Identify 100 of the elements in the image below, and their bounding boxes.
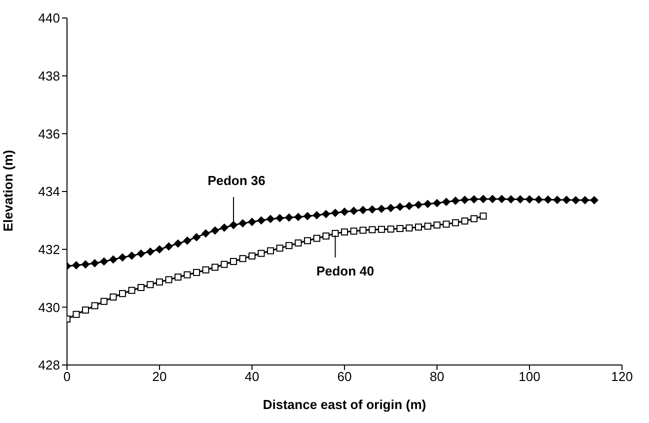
point bbox=[128, 286, 136, 294]
point bbox=[350, 206, 358, 215]
point bbox=[248, 252, 256, 260]
point bbox=[72, 310, 80, 318]
y-tick-label: 440 bbox=[38, 10, 60, 26]
point bbox=[211, 226, 219, 235]
point bbox=[378, 204, 386, 213]
point bbox=[534, 196, 543, 204]
point bbox=[248, 218, 256, 226]
point bbox=[202, 266, 210, 274]
point bbox=[294, 239, 302, 246]
point bbox=[590, 196, 598, 204]
point bbox=[109, 255, 118, 264]
point bbox=[386, 204, 395, 212]
x-tick-label: 0 bbox=[63, 369, 71, 384]
text: Pedon 36 bbox=[208, 173, 266, 188]
point bbox=[312, 211, 321, 220]
point bbox=[406, 224, 413, 232]
point bbox=[507, 195, 515, 204]
y-tick-label: 436 bbox=[38, 126, 60, 142]
point bbox=[544, 196, 552, 204]
x-axis-title: Distance east of origin (m) bbox=[262, 397, 426, 412]
point bbox=[193, 268, 200, 276]
point bbox=[581, 196, 589, 204]
y-tick-label: 430 bbox=[38, 300, 60, 315]
point bbox=[82, 306, 89, 314]
y-tick-label: 432 bbox=[38, 242, 60, 257]
point bbox=[174, 274, 182, 281]
point bbox=[128, 252, 136, 260]
point bbox=[368, 226, 376, 234]
point bbox=[304, 237, 311, 244]
point bbox=[415, 224, 422, 231]
point bbox=[276, 244, 284, 252]
point bbox=[91, 302, 98, 310]
point bbox=[516, 195, 524, 204]
point bbox=[424, 200, 432, 208]
point bbox=[184, 271, 191, 278]
point bbox=[433, 199, 441, 208]
point bbox=[220, 260, 228, 268]
point bbox=[360, 226, 366, 234]
point bbox=[322, 210, 330, 218]
y-tick-label: 428 bbox=[38, 358, 60, 373]
point bbox=[461, 217, 468, 224]
x-tick-label: 120 bbox=[611, 369, 633, 384]
point bbox=[378, 226, 385, 233]
point bbox=[341, 228, 348, 236]
point bbox=[304, 212, 312, 220]
point bbox=[331, 208, 340, 217]
point bbox=[479, 195, 488, 204]
point bbox=[359, 206, 367, 214]
point bbox=[238, 219, 247, 228]
point bbox=[434, 222, 440, 229]
point bbox=[470, 195, 478, 204]
point bbox=[118, 253, 126, 262]
point bbox=[165, 276, 172, 284]
point bbox=[146, 248, 154, 256]
point bbox=[452, 219, 459, 226]
point bbox=[396, 202, 404, 211]
legend-label: Pedon 40 bbox=[316, 263, 374, 278]
y-tick-label: 434 bbox=[38, 184, 60, 200]
point bbox=[313, 234, 320, 242]
point bbox=[156, 245, 164, 254]
point bbox=[156, 278, 163, 286]
point bbox=[164, 242, 173, 250]
point bbox=[230, 221, 238, 230]
point bbox=[202, 229, 210, 238]
point bbox=[257, 216, 266, 224]
point bbox=[266, 214, 274, 223]
x-tick-label: 100 bbox=[518, 369, 540, 384]
point bbox=[276, 214, 284, 222]
x-tick-label: 80 bbox=[430, 369, 444, 384]
point bbox=[405, 202, 414, 210]
point bbox=[138, 284, 144, 292]
point bbox=[322, 232, 330, 240]
point bbox=[192, 233, 200, 242]
point bbox=[424, 222, 432, 230]
point bbox=[230, 258, 237, 265]
x-tick-label: 60 bbox=[337, 369, 352, 384]
point bbox=[82, 260, 90, 268]
point bbox=[258, 250, 265, 257]
point bbox=[286, 242, 292, 250]
point bbox=[110, 294, 117, 301]
point bbox=[470, 215, 478, 222]
point bbox=[90, 259, 99, 268]
y-tick-label: 438 bbox=[38, 68, 60, 84]
point bbox=[488, 195, 496, 204]
point bbox=[72, 261, 80, 270]
point bbox=[387, 226, 394, 233]
point bbox=[294, 212, 302, 221]
point bbox=[452, 196, 460, 205]
point bbox=[212, 264, 218, 271]
point bbox=[498, 195, 506, 204]
point bbox=[396, 225, 404, 232]
point bbox=[183, 236, 192, 245]
point bbox=[572, 196, 580, 204]
point bbox=[285, 214, 293, 222]
point bbox=[100, 257, 108, 266]
point bbox=[340, 208, 348, 216]
point bbox=[526, 195, 534, 204]
point bbox=[174, 240, 182, 248]
